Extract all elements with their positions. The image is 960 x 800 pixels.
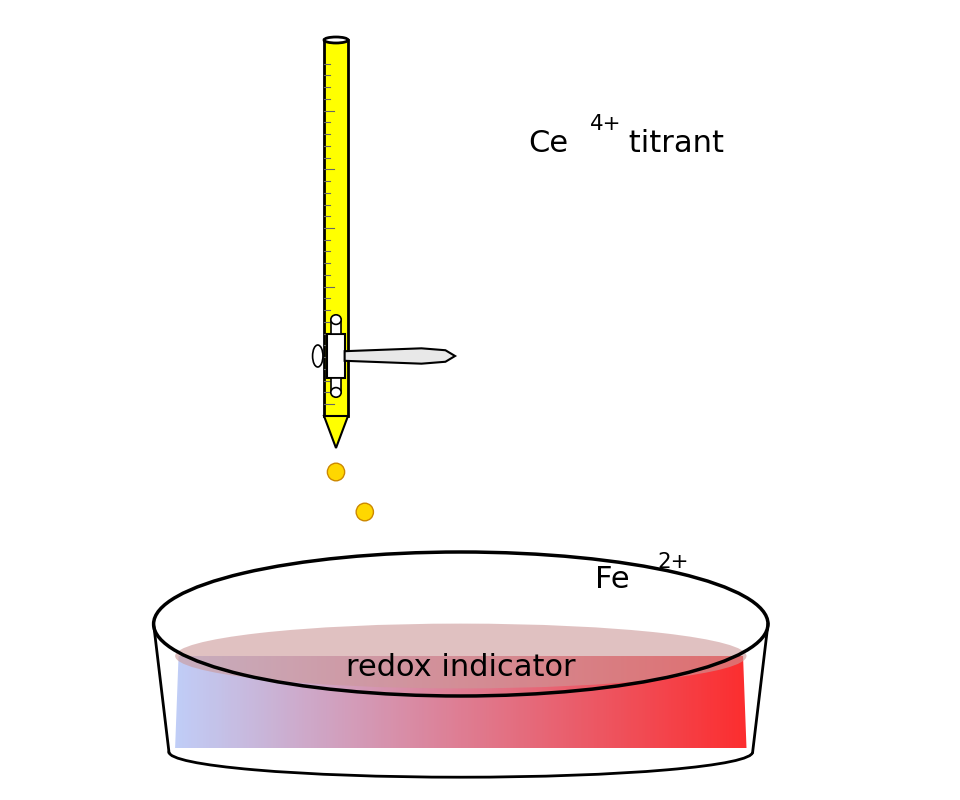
Polygon shape [175,656,747,748]
Polygon shape [154,624,768,752]
Text: 4+: 4+ [590,114,622,134]
Text: Ce: Ce [528,130,568,158]
Ellipse shape [331,314,341,325]
Text: 2+: 2+ [658,552,689,573]
Bar [327,334,345,378]
Ellipse shape [324,37,348,43]
Bar [331,319,341,334]
Ellipse shape [356,503,373,521]
Polygon shape [345,348,455,364]
Text: Fe: Fe [595,566,630,594]
Ellipse shape [327,463,345,481]
Text: titrant: titrant [619,130,724,158]
Polygon shape [324,416,348,448]
Ellipse shape [169,726,753,778]
Ellipse shape [331,387,341,398]
Text: redox indicator: redox indicator [346,654,576,682]
Ellipse shape [313,345,323,367]
Bar [324,40,348,416]
Ellipse shape [175,624,747,688]
Bar [331,378,341,392]
